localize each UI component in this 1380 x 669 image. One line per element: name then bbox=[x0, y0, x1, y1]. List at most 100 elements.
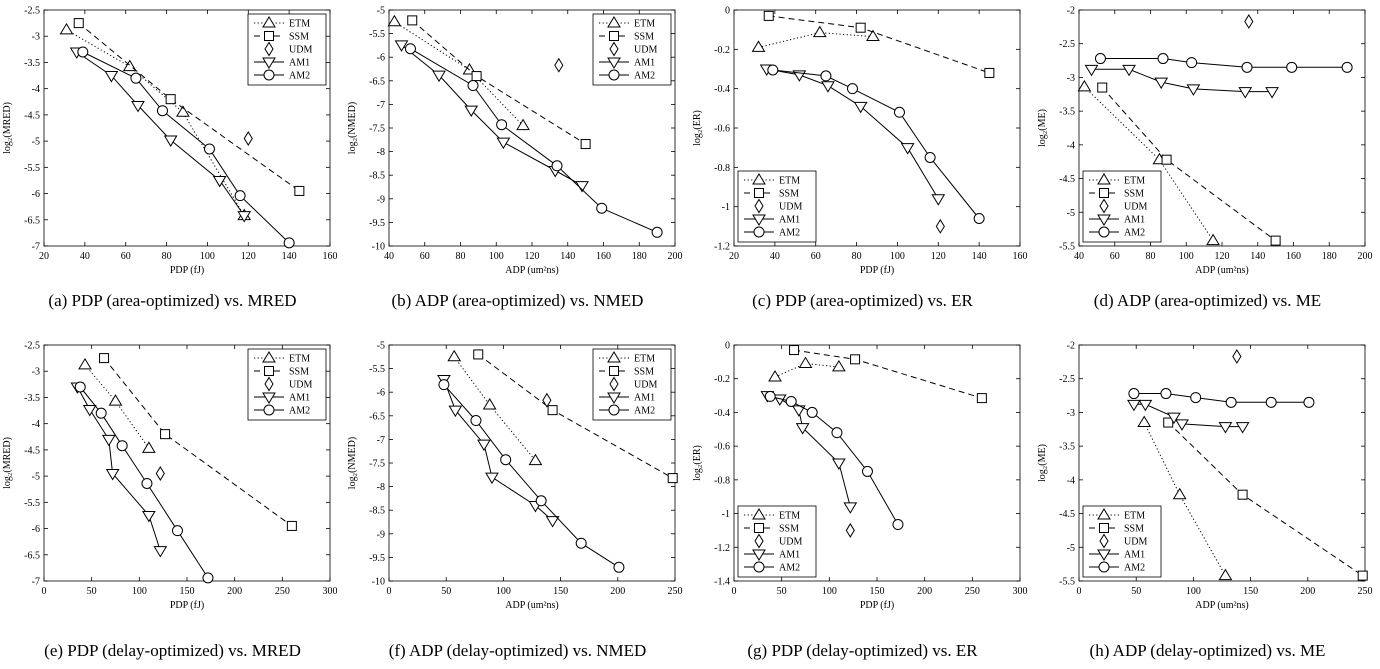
x-tick-label: 80 bbox=[1146, 251, 1156, 262]
legend-marker-am2 bbox=[1098, 226, 1110, 238]
legend-marker-etm bbox=[752, 508, 766, 520]
x-tick-label: 300 bbox=[1013, 586, 1028, 597]
x-tick-label: 100 bbox=[132, 586, 147, 597]
chart-adp-delay-nmed: 0 50 100 150 200 250 -10 -9.5 -9 -8.5 -8 -7.5 -7 -6.5… bbox=[347, 341, 683, 612]
y-tick-label: -8.5 bbox=[369, 506, 385, 517]
data-point-udm bbox=[542, 392, 552, 408]
y-tick-label: -2 bbox=[1067, 6, 1075, 17]
data-point-am2 bbox=[1160, 388, 1172, 400]
y-tick-label: -4 bbox=[32, 84, 40, 95]
y-tick-label: -0.6 bbox=[714, 442, 730, 453]
data-point-am2 bbox=[74, 381, 86, 393]
series-line-ssm bbox=[103, 357, 293, 527]
legend-label-ssm: SSM bbox=[1124, 189, 1144, 200]
data-point-etm bbox=[751, 40, 766, 52]
data-point-am1 bbox=[795, 423, 810, 435]
y-tick-label: -5 bbox=[32, 472, 40, 483]
data-point-udm bbox=[1244, 14, 1254, 29]
legend-label-am1: AM1 bbox=[1124, 215, 1145, 226]
data-point-udm bbox=[1232, 349, 1242, 364]
data-point-am2 bbox=[1094, 53, 1106, 65]
legend-marker-etm bbox=[1097, 173, 1111, 185]
series-etm bbox=[387, 14, 530, 131]
series-line-etm bbox=[66, 29, 245, 216]
x-tick-label: 200 bbox=[1300, 586, 1315, 597]
data-point-am2 bbox=[77, 46, 89, 58]
legend-label-ssm: SSM bbox=[1124, 524, 1144, 535]
data-point-etm bbox=[528, 453, 543, 466]
x-axis-label: PDP (fJ) bbox=[860, 265, 894, 276]
y-tick-label: -0.8 bbox=[714, 475, 730, 486]
data-point-am1 bbox=[821, 81, 835, 93]
y-tick-label: -5.5 bbox=[24, 163, 40, 174]
data-point-am1 bbox=[1138, 399, 1153, 412]
legend-marker-am1 bbox=[752, 214, 766, 226]
y-axis-label: log₂(MRED) bbox=[2, 437, 13, 489]
x-tick-label: 100 bbox=[890, 251, 905, 262]
series-am2 bbox=[74, 381, 214, 584]
legend: ETM SSM UDM AM1 AM2 bbox=[247, 13, 327, 86]
x-tick-label: 0 bbox=[387, 586, 392, 597]
data-point-ssm bbox=[160, 429, 171, 440]
series-am1 bbox=[1084, 64, 1279, 99]
data-point-am2 bbox=[924, 152, 936, 163]
data-point-am2 bbox=[1286, 61, 1298, 73]
series-am1 bbox=[394, 40, 589, 193]
legend: ETM SSM UDM AM1 AM2 bbox=[1082, 505, 1162, 578]
y-tick-label: -8 bbox=[377, 482, 385, 493]
data-point-etm bbox=[59, 22, 74, 35]
data-point-am2 bbox=[551, 160, 563, 172]
data-point-am1 bbox=[853, 101, 868, 114]
legend-box bbox=[592, 348, 672, 421]
y-tick-label: -9 bbox=[377, 194, 385, 205]
data-point-etm bbox=[482, 397, 497, 410]
series-am1 bbox=[70, 382, 168, 558]
legend-box bbox=[247, 13, 327, 86]
series-line-ssm bbox=[1167, 422, 1363, 577]
data-point-etm bbox=[1137, 415, 1152, 428]
y-tick-label: -2.5 bbox=[1059, 374, 1075, 385]
series-line-am2 bbox=[79, 386, 209, 579]
x-tick-label: 100 bbox=[1179, 251, 1194, 262]
series-am2 bbox=[404, 43, 663, 238]
data-point-am1 bbox=[153, 546, 168, 558]
legend-label-ssm: SSM bbox=[634, 32, 654, 43]
series-am2 bbox=[764, 390, 904, 531]
data-point-am2 bbox=[1341, 61, 1353, 73]
x-tick-label: 250 bbox=[668, 586, 683, 597]
series-line-am2 bbox=[1133, 393, 1309, 403]
data-point-etm bbox=[1206, 233, 1220, 246]
series-udm bbox=[155, 466, 165, 481]
x-tick-label: 50 bbox=[87, 586, 97, 597]
data-point-am2 bbox=[95, 407, 107, 419]
data-point-am2 bbox=[1241, 61, 1253, 73]
y-tick-label: -4.5 bbox=[1059, 174, 1075, 185]
data-point-ssm bbox=[165, 94, 176, 105]
legend-marker-am2 bbox=[753, 226, 765, 238]
data-point-ssm bbox=[1161, 154, 1172, 165]
legend-marker-am2 bbox=[263, 69, 275, 81]
chart-pdp-delay-mred: 0 50 100 150 200 250 300 -7 -6.5 -6 -5.5 -5 -4.5 -4 -3… bbox=[2, 341, 338, 612]
data-point-am1 bbox=[900, 143, 915, 155]
data-point-etm bbox=[1077, 79, 1092, 92]
legend-marker-am1 bbox=[1097, 549, 1111, 561]
chart-pdp-area-mred: 20 40 60 80 100 120 140 160 -7 -6.5 -6 -5.5 -5 -4.5 -4… bbox=[2, 6, 338, 277]
legend-label-am1: AM1 bbox=[289, 393, 310, 404]
data-point-am2 bbox=[767, 64, 779, 76]
series-am2 bbox=[767, 64, 985, 224]
series-ssm bbox=[407, 15, 591, 150]
legend: ETM SSM UDM AM1 AM2 bbox=[1082, 170, 1162, 243]
series-am2 bbox=[1094, 53, 1353, 73]
series-am1 bbox=[1127, 399, 1250, 434]
legend-label-etm: ETM bbox=[779, 511, 800, 522]
y-tick-label: -5.5 bbox=[1059, 577, 1075, 588]
legend-box bbox=[1082, 170, 1162, 243]
data-point-am2 bbox=[861, 465, 873, 477]
data-point-am2 bbox=[130, 72, 142, 84]
series-line-am1 bbox=[401, 44, 583, 187]
series-ssm bbox=[1097, 82, 1281, 246]
legend-label-udm: UDM bbox=[779, 537, 802, 548]
y-tick-label: -7 bbox=[377, 435, 385, 446]
legend-label-am1: AM1 bbox=[1124, 550, 1145, 561]
